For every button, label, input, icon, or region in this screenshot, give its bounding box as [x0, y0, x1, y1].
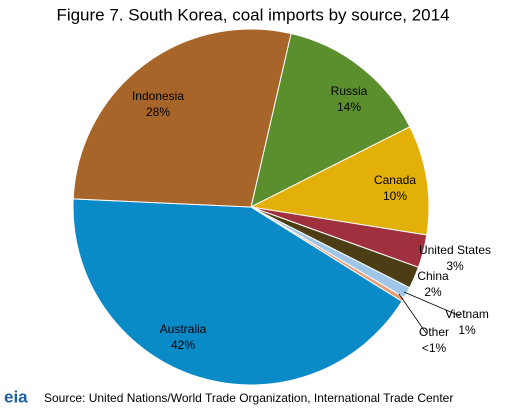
slice-label: Canada — [374, 173, 416, 187]
value-label: 28% — [146, 105, 170, 119]
value-label: 42% — [171, 338, 195, 352]
pie-slice — [250, 32, 411, 208]
slice-label: Other — [419, 325, 449, 339]
logo: eia — [4, 387, 28, 406]
slice-label: Russia — [331, 84, 368, 98]
value-label: 14% — [337, 100, 361, 114]
pie-slice — [72, 28, 292, 208]
value-label: 1% — [458, 323, 476, 337]
value-label: <1% — [422, 341, 447, 355]
slice-label: Australia — [160, 322, 207, 336]
pie-slice — [249, 126, 430, 236]
source-note: Source: United Nations/World Trade Organ… — [44, 391, 453, 405]
value-label: 2% — [424, 285, 442, 299]
slice-label: Indonesia — [132, 89, 184, 103]
slice-label: Vietnam — [445, 307, 489, 321]
slice-label: China — [417, 269, 449, 283]
value-label: 3% — [446, 259, 464, 273]
value-label: 10% — [383, 189, 407, 203]
chart-title: Figure 7. South Korea, coal imports by s… — [56, 5, 449, 24]
slice-label: United States — [419, 243, 491, 257]
leader-line — [398, 293, 427, 334]
leader-line — [403, 291, 461, 317]
pie-slice — [72, 198, 403, 386]
